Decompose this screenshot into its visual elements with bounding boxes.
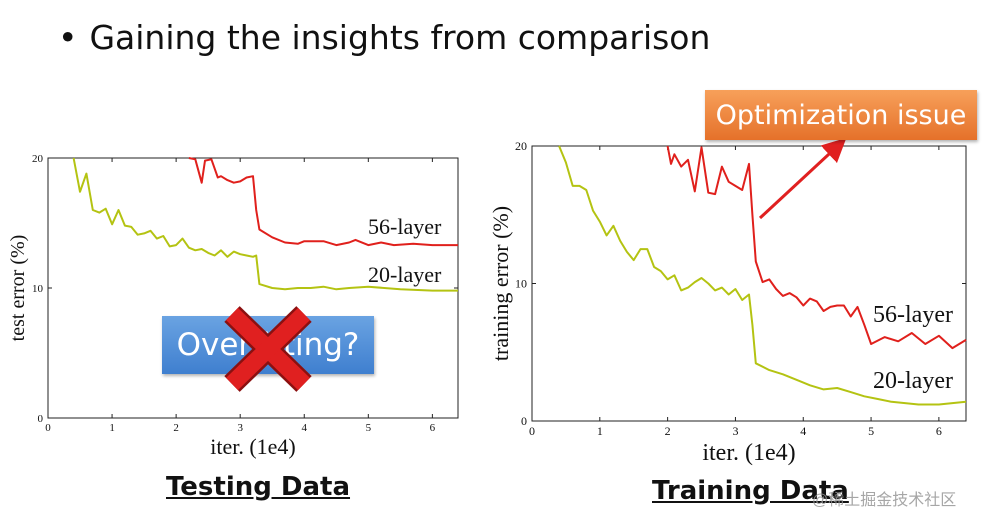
series-label-56-layer: 56-layer <box>368 214 442 239</box>
bullet-icon: • <box>58 18 78 57</box>
x-tick-label: 3 <box>237 422 243 434</box>
cross-icon <box>224 306 312 392</box>
y-axis-label: training error (%) <box>488 206 513 361</box>
y-tick-label: 0 <box>38 413 44 425</box>
x-tick-label: 0 <box>45 422 51 434</box>
y-tick-label: 10 <box>515 277 527 291</box>
x-tick-label: 6 <box>936 424 942 438</box>
x-tick-label: 2 <box>173 422 179 434</box>
y-tick-label: 0 <box>521 414 527 428</box>
series-line-56-layer <box>666 145 967 350</box>
series-line-20-layer <box>558 145 967 406</box>
y-axis-label: test error (%) <box>7 235 29 342</box>
y-tick-label: 20 <box>515 139 527 153</box>
slide-title: • Gaining the insights from comparison <box>58 18 710 57</box>
series-line-56-layer <box>188 157 458 247</box>
y-tick-label: 20 <box>32 153 44 165</box>
x-axis-label: iter. (1e4) <box>210 434 296 459</box>
series-label-20-layer: 20-layer <box>368 262 442 287</box>
series-label-56-layer: 56-layer <box>873 302 953 328</box>
x-tick-label: 4 <box>800 424 806 438</box>
optimization-issue-callout: Optimization issue <box>705 90 977 140</box>
training-data-caption: Training Data <box>652 476 849 506</box>
x-tick-label: 2 <box>665 424 671 438</box>
x-tick-label: 4 <box>302 422 308 434</box>
series-line-20-layer <box>72 157 458 292</box>
series-label-20-layer: 20-layer <box>873 368 953 394</box>
x-tick-label: 0 <box>529 424 535 438</box>
x-tick-label: 1 <box>109 422 115 434</box>
x-axis-label: iter. (1e4) <box>702 440 795 466</box>
testing-data-caption: Testing Data <box>166 472 351 502</box>
watermark: @稀土掘金技术社区 <box>812 492 957 509</box>
y-tick-label: 10 <box>32 283 44 295</box>
arrow-line <box>758 137 847 220</box>
x-tick-label: 6 <box>430 422 436 434</box>
x-tick-label: 3 <box>732 424 738 438</box>
x-tick-label: 5 <box>366 422 372 434</box>
x-tick-label: 5 <box>868 424 874 438</box>
slide-title-text: Gaining the insights from comparison <box>89 18 711 57</box>
x-tick-label: 1 <box>597 424 603 438</box>
